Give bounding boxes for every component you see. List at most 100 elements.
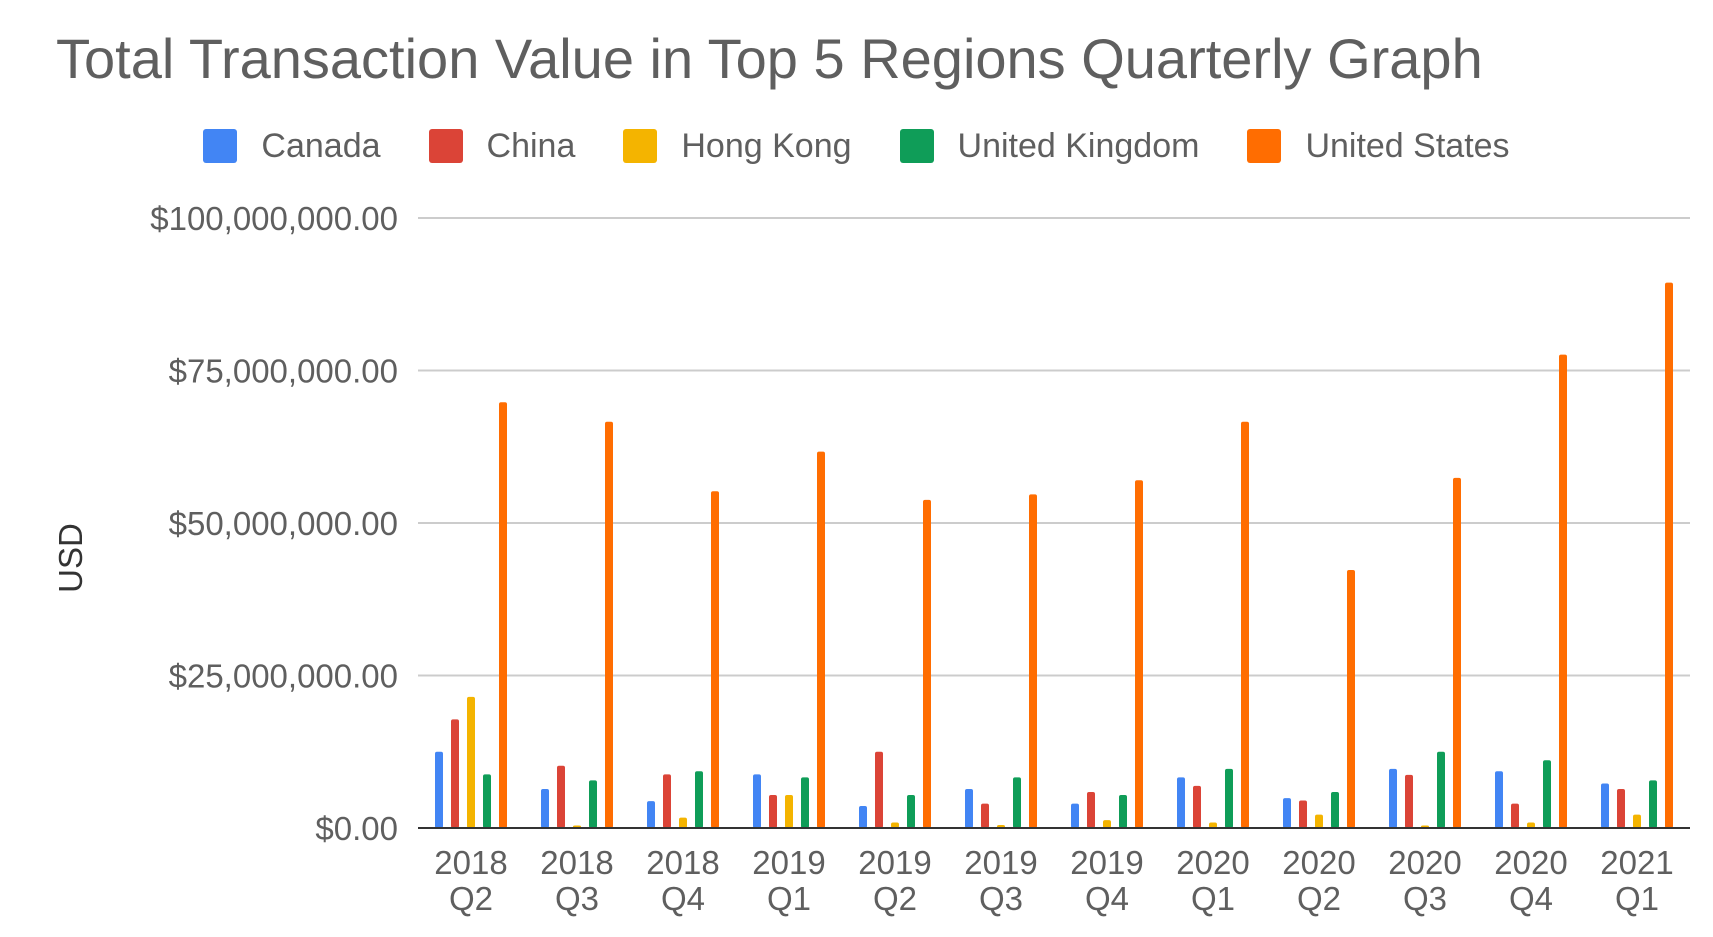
x-tick-label: 2019 [858,844,931,881]
bar-united-states [1135,480,1143,828]
bar-china [1617,788,1625,828]
legend-item-united-states: United States [1247,126,1510,166]
bar-united-states [1453,477,1461,828]
y-axis-label: USD [52,523,89,593]
x-tick-label: 2018 [434,844,507,881]
bar-china [1511,803,1519,828]
x-tick-label: Q4 [1509,880,1553,917]
y-tick-label: $25,000,000.00 [169,658,398,695]
bar-canada [1389,768,1397,828]
bar-hong-kong [467,696,475,828]
legend-item-canada: Canada [203,126,381,166]
bar-china [875,751,883,828]
bar-china [451,719,459,828]
bar-united-states [711,491,719,828]
bar-united-kingdom [1119,795,1127,828]
legend-label: Canada [261,126,381,165]
y-tick-label: $0.00 [315,810,398,847]
bar-hong-kong [679,817,687,828]
bar-china [1193,785,1201,828]
bar-united-kingdom [1331,792,1339,828]
bar-united-states [1559,354,1567,828]
y-tick-label: $50,000,000.00 [169,505,398,542]
bar-united-states [499,402,507,828]
x-tick-label: Q1 [1615,880,1659,917]
x-tick-label: Q2 [1297,880,1341,917]
bar-canada [1601,783,1609,828]
x-tick-label: Q2 [873,880,917,917]
bar-canada [859,806,867,828]
legend-item-united-kingdom: United Kingdom [899,126,1200,166]
bar-canada [1495,771,1503,828]
bar-united-states [817,451,825,828]
bar-canada [647,801,655,828]
bar-canada [1283,798,1291,828]
bar-united-states [1241,421,1249,828]
bar-hong-kong [1527,822,1535,828]
x-tick-label: 2021 [1600,844,1673,881]
x-tick-label: 2018 [646,844,719,881]
bar-united-kingdom [907,795,915,828]
x-tick-label: Q1 [1191,880,1235,917]
x-tick-label: 2020 [1176,844,1249,881]
x-tick-label: 2020 [1282,844,1355,881]
legend-label: China [486,126,576,165]
x-tick-label: Q3 [1403,880,1447,917]
x-tick-label: Q1 [767,880,811,917]
y-tick-label: $75,000,000.00 [169,353,398,390]
bar-united-kingdom [1543,760,1551,828]
x-tick-label: 2020 [1388,844,1461,881]
x-tick-label: 2018 [540,844,613,881]
bar-hong-kong [1633,814,1641,828]
legend-label: United Kingdom [957,126,1200,165]
x-tick-label: Q4 [661,880,705,917]
bar-united-kingdom [483,774,491,828]
bar-china [769,795,777,828]
legend: Canada China Hong Kong United Kingdom United… [0,122,1713,170]
x-tick-label: 2020 [1494,844,1567,881]
bar-united-kingdom [1013,777,1021,828]
bar-united-kingdom [695,771,703,828]
legend-swatch [623,129,658,163]
bar-china [663,774,671,828]
bar-united-kingdom [1649,780,1657,828]
x-tick-label: Q2 [449,880,493,917]
bar-united-kingdom [1225,768,1233,828]
bar-canada [753,774,761,828]
legend-item-china: China [428,126,576,166]
chart-title: Total Transaction Value in Top 5 Regions… [56,27,1483,90]
bar-canada [541,788,549,828]
x-tick-label: 2019 [964,844,1037,881]
bar-united-kingdom [1437,751,1445,828]
bar-hong-kong [1315,814,1323,828]
bar-canada [1071,803,1079,828]
x-tick-label: Q3 [555,880,599,917]
bar-united-kingdom [589,780,597,828]
bar-hong-kong [891,822,899,828]
legend-swatch [899,129,934,163]
legend-swatch [203,129,238,163]
bar-canada [965,788,973,828]
x-tick-label: Q4 [1085,880,1129,917]
y-tick-label: $100,000,000.00 [150,200,398,237]
bar-united-states [923,499,931,828]
x-tick-label: 2019 [752,844,825,881]
bar-hong-kong [1209,822,1217,828]
legend-item-hong-kong: Hong Kong [623,126,852,166]
legend-label: Hong Kong [681,126,852,165]
bar-china [981,803,989,828]
bar-united-states [1665,282,1673,828]
bar-united-states [1029,494,1037,828]
bar-china [1405,774,1413,828]
bar-china [1087,792,1095,828]
bar-united-states [605,421,613,828]
legend-swatch [1247,129,1282,163]
bar-hong-kong [1103,820,1111,828]
bar-china [557,765,565,828]
x-tick-label: Q3 [979,880,1023,917]
bar-china [1299,800,1307,828]
legend-label: United States [1305,126,1510,165]
x-tick-label: 2019 [1070,844,1143,881]
bar-canada [1177,777,1185,828]
